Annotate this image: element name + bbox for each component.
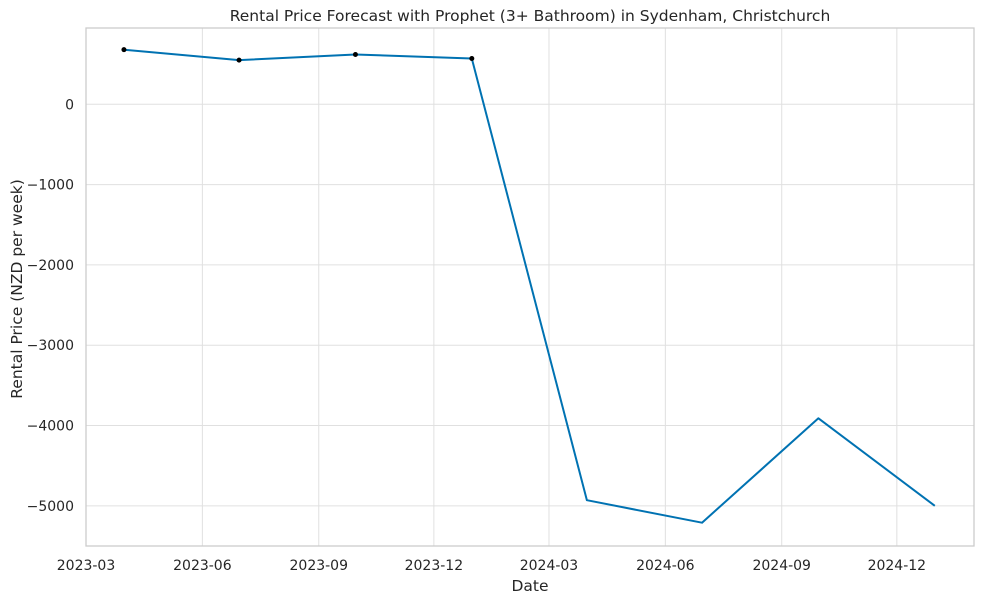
y-tick-label: −5000 bbox=[27, 499, 74, 515]
y-tick-label: −1000 bbox=[27, 178, 74, 194]
x-tick-label: 2024-09 bbox=[752, 558, 811, 574]
x-tick-label: 2024-12 bbox=[868, 558, 927, 574]
x-axis-label: Date bbox=[511, 577, 548, 595]
x-tick-label: 2023-09 bbox=[290, 558, 349, 574]
chart-title: Rental Price Forecast with Prophet (3+ B… bbox=[230, 7, 831, 25]
x-tick-label: 2023-12 bbox=[405, 558, 464, 574]
plot-frame bbox=[85, 27, 975, 547]
x-tick-label: 2024-03 bbox=[520, 558, 579, 574]
y-gridlines bbox=[86, 103, 974, 507]
y-tick-labels: 0 −1000 −2000 −3000 −4000 −5000 bbox=[27, 97, 74, 515]
observed-point bbox=[469, 56, 475, 62]
y-tick-label: −3000 bbox=[27, 338, 74, 354]
observed-point bbox=[121, 47, 127, 53]
y-tick-label: 0 bbox=[65, 97, 74, 113]
x-tick-label: 2023-03 bbox=[57, 558, 116, 574]
y-tick-label: −2000 bbox=[27, 258, 74, 274]
y-axis-label: Rental Price (NZD per week) bbox=[8, 179, 26, 399]
x-tick-labels: 2023-03 2023-06 2023-09 2023-12 2024-03 2024-… bbox=[57, 558, 926, 574]
forecast-line bbox=[123, 48, 936, 524]
observed-point bbox=[352, 52, 358, 58]
plot-area bbox=[86, 28, 974, 546]
y-tick-label: −4000 bbox=[27, 419, 74, 435]
series-lines bbox=[123, 48, 936, 524]
x-tick-label: 2023-06 bbox=[173, 558, 232, 574]
observed-point bbox=[236, 57, 242, 63]
observed-points bbox=[121, 47, 475, 63]
x-tick-label: 2024-06 bbox=[636, 558, 695, 574]
